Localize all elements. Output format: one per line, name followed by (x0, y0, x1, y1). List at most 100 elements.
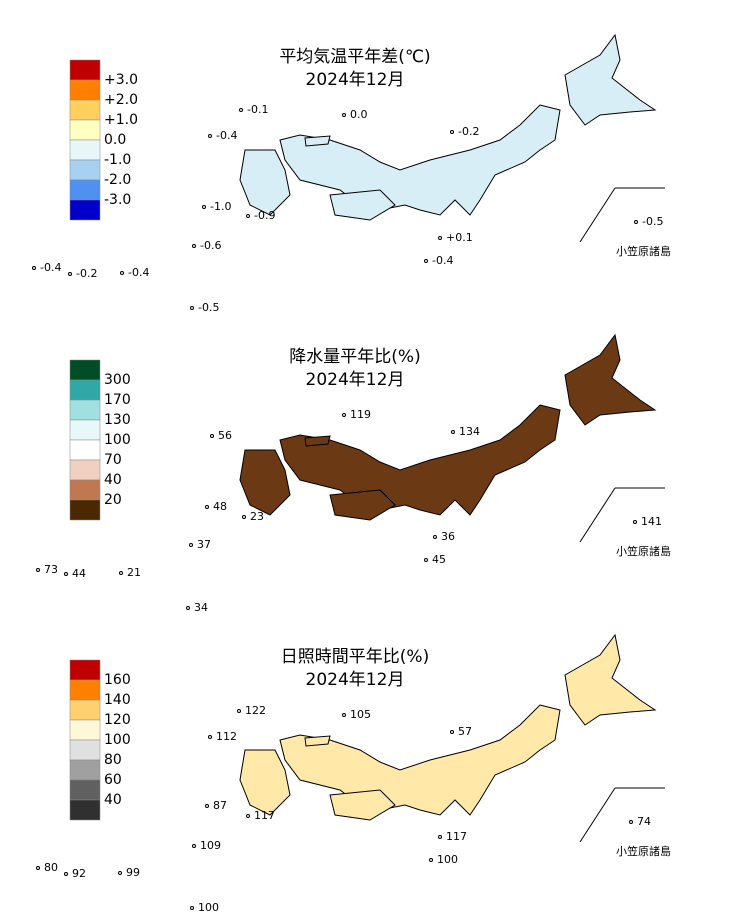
station-value: 57 (458, 725, 472, 738)
legend-swatch (69, 359, 101, 381)
legend-label: 20 (104, 492, 122, 508)
station-value: 117 (446, 830, 467, 843)
legend-label: 70 (104, 452, 122, 468)
station-value: 80 (44, 861, 58, 874)
station-value: 141 (641, 515, 662, 528)
station-value: 34 (194, 601, 208, 614)
station-value: 56 (218, 429, 232, 442)
land (329, 789, 396, 821)
station-value: 23 (250, 510, 264, 523)
legend-swatch (69, 159, 101, 181)
land (279, 104, 561, 216)
panel: 日照時間平年比(%) 2024年12月 160 140 120 100 80 60 40 小笠原諸… (36, 633, 671, 914)
station-value: 74 (637, 815, 651, 828)
legend-swatch (69, 419, 101, 441)
inset-label: 小笠原諸島 (616, 844, 671, 858)
station-dot (205, 505, 209, 509)
legend-swatch (69, 99, 101, 121)
station-value: 87 (213, 799, 227, 812)
land (564, 33, 657, 126)
title: 日照時間平年比(%) (281, 647, 429, 667)
land (304, 735, 331, 747)
station-dot (36, 568, 40, 572)
panel: 降水量平年比(%) 2024年12月 300 170 130 100 70 40 20 小笠原諸島… (36, 333, 671, 614)
station-value: 36 (441, 530, 455, 543)
station-dot (237, 709, 241, 713)
land (304, 135, 331, 147)
legend-label: -1.0 (104, 152, 131, 168)
legend-swatch (69, 679, 101, 701)
station-dot (64, 872, 68, 876)
station-dot (450, 130, 454, 134)
station-value: 44 (72, 567, 86, 580)
legend-label: 300 (104, 372, 131, 388)
station-dot (119, 571, 123, 575)
land (329, 189, 396, 221)
land (329, 489, 396, 521)
station-dot (205, 804, 209, 808)
inset-frame (579, 187, 616, 243)
legend-label: 100 (104, 732, 131, 748)
station-value: 92 (72, 867, 86, 880)
station-dot (32, 266, 36, 270)
station-value: 99 (126, 866, 140, 879)
legend-swatch (69, 759, 101, 781)
legend-label: 160 (104, 672, 131, 688)
station-value: 100 (437, 853, 458, 866)
station-dot (68, 272, 72, 276)
station-dot (189, 543, 193, 547)
station-dot (120, 271, 124, 275)
station-value: -0.2 (76, 267, 97, 280)
station-dot (239, 108, 243, 112)
station-value: -0.4 (216, 129, 237, 142)
land (279, 704, 561, 816)
legend-swatch (69, 59, 101, 81)
station-dot (633, 520, 637, 524)
legend-swatch (69, 119, 101, 141)
station-dot (192, 844, 196, 848)
legend-label: 0.0 (104, 132, 126, 148)
legend-swatch (69, 199, 101, 221)
station-value: 100 (198, 901, 219, 914)
station-value: -0.4 (432, 254, 453, 267)
legend-label: -3.0 (104, 192, 131, 208)
station-dot (190, 306, 194, 310)
station-dot (429, 858, 433, 862)
station-value: +0.1 (446, 231, 473, 244)
station-value: -0.1 (247, 103, 268, 116)
station-dot (629, 820, 633, 824)
subtitle: 2024年12月 (306, 370, 405, 390)
station-dot (36, 866, 40, 870)
station-value: 112 (216, 730, 237, 743)
land (239, 749, 291, 816)
legend-label: +3.0 (104, 72, 138, 88)
station-value: 45 (432, 553, 446, 566)
subtitle: 2024年12月 (306, 670, 405, 690)
station-value: 105 (350, 708, 371, 721)
inset-frame (579, 787, 616, 843)
legend-swatch (69, 719, 101, 741)
station-dot (210, 434, 214, 438)
land (304, 435, 331, 447)
panel: 平均気温平年差(℃) 2024年12月 +3.0 +2.0 +1.0 0.0 -1.0 -2.… (32, 33, 671, 314)
land (239, 449, 291, 516)
inset-frame (579, 487, 616, 543)
legend-swatch (69, 139, 101, 161)
station-dot (246, 214, 250, 218)
legend-label: 40 (104, 792, 122, 808)
station-dot (190, 906, 194, 910)
station-dot (202, 205, 206, 209)
legend-swatch (69, 699, 101, 721)
legend-swatch (69, 499, 101, 521)
legend-label: 40 (104, 472, 122, 488)
station-value: 73 (44, 563, 58, 576)
station-dot (186, 606, 190, 610)
land (279, 404, 561, 516)
station-dot (64, 572, 68, 576)
station-dot (192, 244, 196, 248)
title: 平均気温平年差(℃) (279, 47, 430, 67)
legend-label: 120 (104, 712, 131, 728)
inset-label: 小笠原諸島 (616, 244, 671, 258)
station-dot (450, 730, 454, 734)
